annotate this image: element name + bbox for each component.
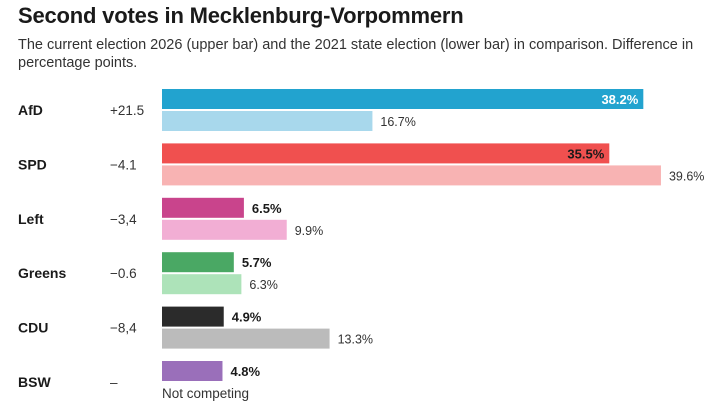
diff-label-bsw: – xyxy=(110,375,118,390)
party-label-bsw: BSW xyxy=(18,374,51,390)
value-label-previous-cdu: 13.3% xyxy=(338,333,373,347)
not-competing-note: Not competing xyxy=(162,386,249,401)
bar-previous-afd xyxy=(162,111,373,131)
bar-current-greens xyxy=(162,252,234,273)
bar-current-afd xyxy=(162,89,644,109)
party-label-greens: Greens xyxy=(18,265,66,281)
diff-label-spd: −4.1 xyxy=(110,157,137,172)
party-label-afd: AfD xyxy=(18,102,43,118)
value-label-current-spd: 35.5% xyxy=(567,146,604,161)
bar-previous-spd xyxy=(162,165,661,186)
diff-label-greens: −0.6 xyxy=(110,266,137,281)
value-label-current-left: 6.5% xyxy=(252,201,282,216)
value-label-previous-spd: 39.6% xyxy=(669,169,704,183)
value-label-current-cdu: 4.9% xyxy=(232,310,262,325)
bar-current-left xyxy=(162,197,244,218)
bar-current-cdu xyxy=(162,306,224,327)
value-label-current-greens: 5.7% xyxy=(242,255,272,270)
party-label-cdu: CDU xyxy=(18,320,48,336)
party-label-left: Left xyxy=(18,211,44,227)
diff-label-left: −3,4 xyxy=(110,212,137,227)
bar-previous-left xyxy=(162,219,287,240)
diff-label-afd: +21.5 xyxy=(110,103,144,118)
chart-subtitle: The current election 2026 (upper bar) an… xyxy=(18,37,694,71)
party-label-spd: SPD xyxy=(18,156,47,172)
diff-label-cdu: −8,4 xyxy=(110,321,137,336)
bar-previous-greens xyxy=(162,274,242,295)
value-label-previous-left: 9.9% xyxy=(295,224,324,238)
chart-title: Second votes in Mecklenburg-Vorpommern xyxy=(18,3,464,28)
bar-previous-cdu xyxy=(162,328,330,349)
value-label-current-afd: 38.2% xyxy=(601,92,638,107)
value-label-previous-greens: 6.3% xyxy=(249,278,278,292)
bar-current-spd xyxy=(162,143,610,164)
value-label-previous-afd: 16.7% xyxy=(380,115,415,129)
value-label-current-bsw: 4.8% xyxy=(230,364,260,379)
bar-current-bsw xyxy=(162,361,223,381)
